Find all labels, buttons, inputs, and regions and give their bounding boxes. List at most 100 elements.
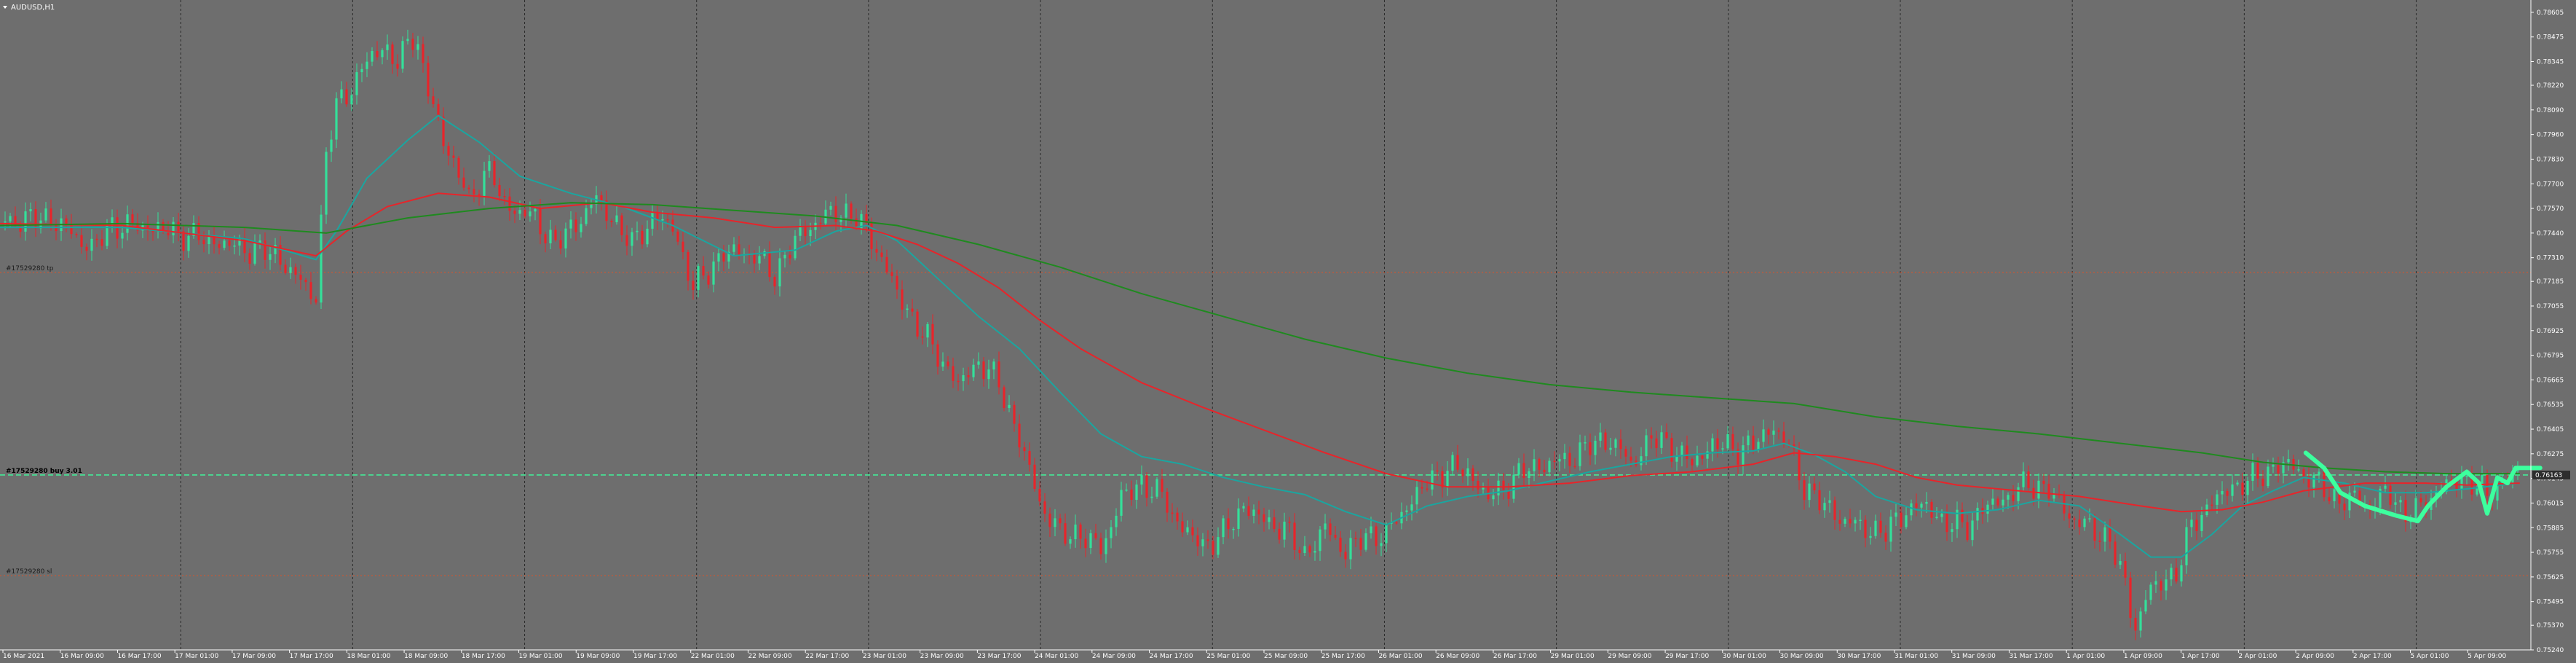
x-tick-label: 18 Mar 01:00 [347, 653, 390, 660]
bear-candle [1145, 472, 1148, 507]
moving-averages [0, 114, 2520, 558]
bear-candle [345, 82, 348, 107]
y-tick-label: 0.78220 [2537, 82, 2564, 90]
bull-candle [1854, 517, 1857, 532]
bear-candle [513, 205, 516, 224]
bear-candle [911, 299, 914, 317]
bull-candle [2267, 459, 2269, 489]
bear-candle [1161, 468, 1163, 498]
bear-candle [1589, 433, 1592, 466]
x-tick-label: 1 Apr 09:00 [2124, 653, 2162, 660]
bull-candle [1217, 527, 1220, 558]
bull-candle [1772, 420, 1775, 445]
bull-candle [44, 202, 47, 223]
bear-candle [1538, 457, 1541, 478]
bull-candle [1563, 444, 1566, 469]
bull-candle [962, 367, 965, 391]
bull-candle [1242, 502, 1245, 513]
bull-candle [1910, 499, 1913, 521]
bear-candle [2042, 474, 2045, 494]
bear-candle [676, 227, 679, 246]
bear-candle [1879, 512, 1882, 538]
bull-candle [1268, 509, 1271, 530]
x-tick-label: 2 Apr 09:00 [2296, 653, 2334, 660]
x-tick-label: 1 Apr 17:00 [2181, 653, 2220, 660]
bull-candle [1319, 525, 1321, 561]
bear-candle [498, 177, 501, 201]
chart-title[interactable]: AUDUSD,H1 [3, 4, 55, 12]
x-tick-label: 30 Mar 17:00 [1837, 653, 1881, 660]
bear-candle [890, 264, 893, 283]
bear-candle [666, 213, 669, 228]
bear-candle [70, 213, 73, 239]
bull-candle [717, 247, 720, 272]
bull-candle [2394, 492, 2397, 513]
bull-candle [987, 359, 990, 389]
bear-candle [218, 240, 221, 255]
bull-candle [111, 209, 114, 233]
bull-candle [2231, 474, 2234, 502]
bear-candle [376, 41, 379, 60]
bull-candle [274, 238, 277, 264]
y-tick-label: 0.77700 [2537, 181, 2564, 188]
bull-candle [121, 226, 124, 248]
bear-candle [2328, 487, 2331, 505]
bear-candle [422, 36, 424, 73]
bear-candle [2129, 571, 2132, 628]
bear-candle [1604, 428, 1607, 452]
bear-candle [1767, 427, 1770, 444]
bull-candle [1492, 489, 1495, 506]
bear-candle [1686, 435, 1688, 468]
bull-candle [1482, 482, 1485, 494]
candles [4, 29, 2519, 640]
bear-candle [315, 296, 317, 305]
bull-candle [845, 193, 848, 227]
bull-candle [697, 263, 700, 298]
bear-candle [473, 179, 475, 203]
bear-candle [1064, 513, 1067, 546]
y-tick-label: 0.76925 [2537, 328, 2564, 335]
bear-candle [2027, 466, 2030, 491]
bull-candle [1364, 528, 1367, 552]
bull-candle [2190, 512, 2193, 538]
bull-candle [1971, 511, 1974, 546]
bear-candle [865, 204, 868, 232]
bear-candle [264, 232, 266, 269]
bull-candle [2312, 472, 2315, 498]
bull-candle [1150, 486, 1153, 503]
bull-candle [355, 63, 358, 105]
bear-candle [80, 224, 83, 254]
bear-candle [1568, 446, 1571, 474]
x-tick-label: 17 Mar 09:00 [232, 653, 276, 660]
bear-candle [2073, 516, 2076, 530]
bear-candle [952, 357, 955, 388]
bear-candle [1339, 530, 1342, 557]
bear-candle [65, 215, 68, 232]
x-tick-label: 19 Mar 09:00 [576, 653, 620, 660]
triangle-down-icon[interactable] [3, 6, 7, 9]
tp-order-label: #17529280 tp [6, 265, 54, 272]
bear-candle [50, 199, 52, 231]
bull-candle [350, 88, 353, 111]
bull-candle [564, 222, 567, 258]
bear-candle [656, 204, 659, 230]
bull-candle [483, 162, 486, 205]
x-tick-label: 19 Mar 17:00 [633, 653, 677, 660]
bull-candle [1110, 520, 1113, 549]
bear-candle [411, 33, 414, 58]
bull-candle [1762, 419, 1765, 450]
x-tick-label: 23 Mar 09:00 [920, 653, 964, 660]
bear-candle [2277, 456, 2280, 483]
bear-candle [396, 54, 399, 77]
bull-candle [340, 81, 343, 103]
bear-candle [931, 314, 934, 355]
bull-candle [208, 230, 210, 254]
bear-candle [151, 229, 154, 241]
bear-candle [228, 238, 231, 251]
y-tick-label: 0.76535 [2537, 401, 2564, 409]
bear-candle [702, 256, 705, 280]
bear-candle [2323, 468, 2326, 502]
y-tick-label: 0.77185 [2537, 278, 2564, 286]
